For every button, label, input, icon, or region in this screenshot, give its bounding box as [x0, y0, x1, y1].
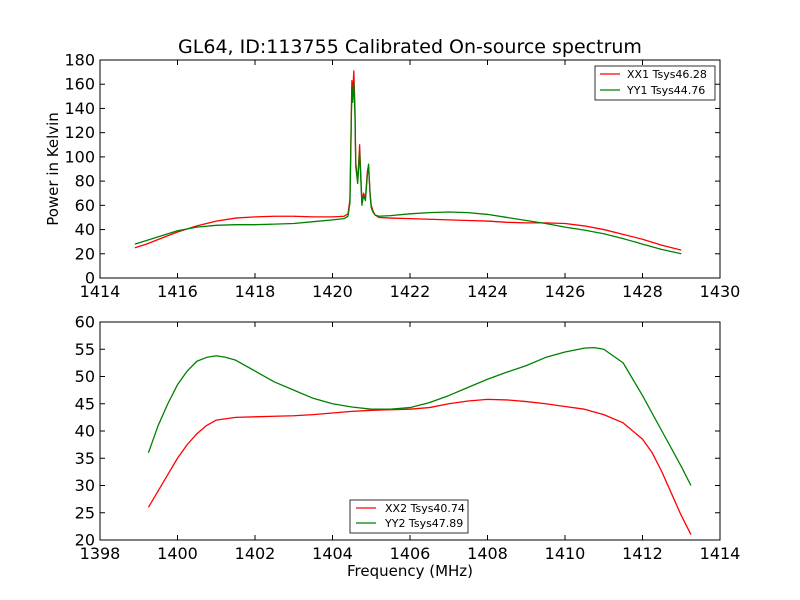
top-x-tick-label: 1418	[235, 282, 276, 301]
bottom-subplot: 1398 1400 1402 1404 1406 1408 1410 1412 1414 20 25…	[75, 313, 741, 581]
bottom-x-tick-label: 1414	[700, 544, 741, 563]
bottom-y-tick-label: 25	[75, 503, 95, 522]
top-y-tick-label: 40	[75, 220, 95, 239]
top-series-lines	[134, 70, 682, 255]
bottom-x-tick-label: 1400	[157, 544, 198, 563]
top-y-tick-label: 100	[64, 147, 95, 166]
bottom-x-tick-label: 1404	[312, 544, 353, 563]
top-y-tick-label: 20	[75, 244, 95, 263]
bottom-ticks: 1398 1400 1402 1404 1406 1408 1410 1412 1414 20 25…	[75, 313, 741, 564]
bottom-series-line-2	[147, 346, 692, 486]
top-x-tick-label: 1422	[390, 282, 431, 301]
bottom-series-lines	[147, 346, 692, 535]
top-x-tick-label: 1414	[80, 282, 121, 301]
bottom-legend-label-xx2: XX2 Tsys40.74	[385, 502, 465, 515]
top-legend: XX1 Tsys46.28 YY1 Tsys44.76	[594, 65, 716, 101]
bottom-y-tick-label: 55	[75, 340, 95, 359]
bottom-legend-box	[349, 499, 469, 534]
bottom-x-axis-label: Frequency (MHz)	[347, 562, 473, 580]
bottom-x-tick-label: 1412	[622, 544, 663, 563]
top-y-tick-label: 0	[85, 269, 95, 288]
bottom-x-tick-label: 1406	[390, 544, 431, 563]
bottom-x-tick-label: 1402	[235, 544, 276, 563]
bottom-y-tick-label: 35	[75, 449, 95, 468]
bottom-y-tick-label: 60	[75, 313, 95, 332]
bottom-legend: XX2 Tsys40.74 YY2 Tsys47.89	[349, 499, 469, 534]
bottom-x-tick-label: 1410	[545, 544, 586, 563]
bottom-series-line-1	[147, 398, 692, 535]
top-series-line-1	[134, 70, 682, 251]
top-y-tick-label: 160	[64, 75, 95, 94]
top-x-tick-label: 1420	[312, 282, 353, 301]
top-y-tick-label: 60	[75, 196, 95, 215]
top-y-tick-label: 80	[75, 172, 95, 191]
top-x-tick-label: 1416	[157, 282, 198, 301]
top-x-tick-label: 1424	[467, 282, 508, 301]
top-y-axis-label: Power in Kelvin	[44, 112, 62, 226]
top-y-tick-label: 120	[64, 123, 95, 142]
top-x-tick-label: 1428	[622, 282, 663, 301]
bottom-x-tick-label: 1408	[467, 544, 508, 563]
bottom-axes-frame	[99, 321, 721, 541]
top-legend-box	[594, 65, 716, 101]
figure-title: GL64, ID:113755 Calibrated On-source spe…	[178, 36, 642, 58]
top-legend-label-xx1: XX1 Tsys46.28	[627, 68, 707, 81]
bottom-legend-label-yy2: YY2 Tsys47.89	[384, 517, 463, 530]
top-x-tick-label: 1426	[545, 282, 586, 301]
bottom-y-tick-label: 40	[75, 422, 95, 441]
top-legend-label-yy1: YY1 Tsys44.76	[626, 84, 705, 97]
top-axes-frame	[99, 59, 721, 279]
bottom-y-tick-label: 45	[75, 394, 95, 413]
bottom-y-tick-label: 50	[75, 367, 95, 386]
top-ticks: 1414 1416 1418 1420 1422 1424 1426 1428 1430 0 20 4…	[64, 51, 740, 302]
top-x-tick-label: 1430	[700, 282, 741, 301]
bottom-y-tick-label: 20	[75, 531, 95, 550]
top-subplot: 1414 1416 1418 1420 1422 1424 1426 1428 1430 0 20 4…	[44, 51, 740, 302]
bottom-y-tick-label: 30	[75, 476, 95, 495]
top-series-line-2	[134, 81, 682, 255]
top-y-tick-label: 180	[64, 51, 95, 70]
bottom-x-tick-label: 1398	[80, 544, 121, 563]
top-y-tick-label: 140	[64, 99, 95, 118]
